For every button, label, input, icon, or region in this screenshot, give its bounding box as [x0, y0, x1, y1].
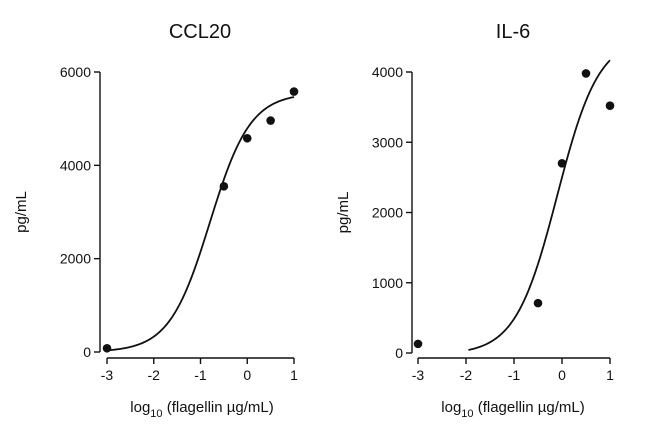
x-tick-label: -2	[148, 367, 161, 383]
x-tick-label: 1	[290, 367, 298, 383]
x-tick-label: -1	[194, 367, 207, 383]
y-tick-label: 6000	[60, 64, 91, 80]
x-tick-label: -3	[101, 367, 114, 383]
y-tick-label: 3000	[372, 134, 403, 150]
x-axis-label-subscript: 10	[150, 408, 162, 420]
y-tick-label: 2000	[372, 205, 403, 221]
y-axis-label: pg/mL	[13, 191, 30, 233]
data-point	[266, 116, 275, 125]
x-tick-label: -1	[508, 367, 521, 383]
fit-curve	[468, 59, 611, 351]
x-axis-label-rest: (flagellin µg/mL)	[474, 399, 585, 416]
x-tick-label: 0	[243, 367, 251, 383]
x-axis-label-prefix: log	[130, 399, 150, 416]
data-point	[242, 133, 252, 143]
x-tick-label: 1	[606, 367, 614, 383]
chart-ccl20: CCL20 0 2000 4000 6000 -3 -2 -1 0 1 pg/mL log10 (fl…	[13, 21, 299, 420]
y-tick-label: 0	[83, 344, 91, 360]
y-tick-label: 2000	[60, 251, 91, 267]
x-tick-label: -3	[412, 367, 425, 383]
fit-curve	[106, 96, 295, 352]
data-point	[289, 87, 299, 96]
x-axis-label: log10 (flagellin µg/mL)	[130, 399, 273, 420]
data-point	[581, 69, 591, 78]
data-point	[557, 159, 567, 168]
data-point	[605, 101, 615, 111]
chart-il6: IL-6 0 1000 2000 3000 4000 -3 -2 -1 0 1 pg/mL log10 …	[335, 21, 615, 420]
x-axis-label-subscript: 10	[461, 408, 473, 420]
data-point	[413, 339, 423, 349]
x-axis-label: log10 (flagellin µg/mL)	[441, 399, 584, 420]
data-point	[533, 298, 543, 308]
y-tick-label: 0	[395, 345, 403, 361]
chart-title: CCL20	[169, 21, 231, 43]
x-tick-label: -2	[460, 367, 473, 383]
y-axis-label: pg/mL	[335, 192, 352, 234]
x-axis-label-prefix: log	[441, 399, 461, 416]
chart-title: IL-6	[496, 21, 530, 43]
y-tick-label: 1000	[372, 275, 403, 291]
y-tick-label: 4000	[60, 157, 91, 173]
x-axis-label-rest: (flagellin µg/mL)	[163, 399, 274, 416]
data-point	[102, 343, 112, 353]
data-point	[219, 182, 229, 191]
x-tick-label: 0	[558, 367, 566, 383]
y-tick-label: 4000	[372, 64, 403, 80]
